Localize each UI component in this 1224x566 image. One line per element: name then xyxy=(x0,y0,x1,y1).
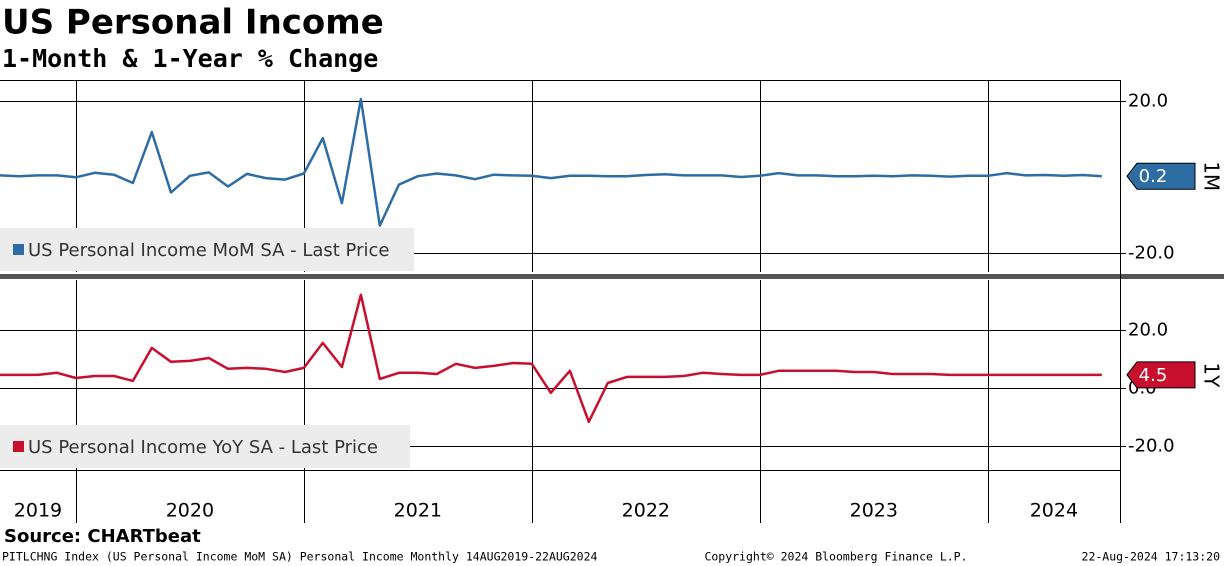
title: US Personal Income xyxy=(2,3,384,43)
panel-label: 1Y xyxy=(1200,362,1224,388)
last-value-label: 4.5 xyxy=(1139,365,1168,386)
y-tick-label: 20.0 xyxy=(1128,91,1168,112)
x-tick-label: 2020 xyxy=(166,500,214,522)
last-value-label: 0.2 xyxy=(1139,166,1168,187)
legend-label: US Personal Income MoM SA - Last Price xyxy=(28,240,389,261)
x-tick-label: 2021 xyxy=(394,500,442,522)
series-line xyxy=(0,97,1102,227)
x-tick-label: 2019 xyxy=(14,500,62,522)
series-line xyxy=(0,293,1102,424)
legend-label: US Personal Income YoY SA - Last Price xyxy=(28,437,378,458)
x-tick-label: 2023 xyxy=(850,500,898,522)
source: Source: CHARTbeat xyxy=(4,526,201,547)
x-tick-label: 2024 xyxy=(1030,500,1078,522)
last-value-tag xyxy=(1126,162,1196,190)
last-value-tag xyxy=(1126,361,1196,389)
subtitle: 1-Month & 1-Year % Change xyxy=(2,44,378,73)
footer-center: Copyright© 2024 Bloomberg Finance L.P. xyxy=(704,550,967,564)
legend-box xyxy=(0,425,410,468)
legend-box xyxy=(0,228,414,271)
panel-label: 1M xyxy=(1200,161,1224,191)
y-tick-label: -20.0 xyxy=(1128,436,1175,457)
legend-swatch xyxy=(13,244,24,255)
y-tick-label: 20.0 xyxy=(1128,320,1168,341)
y-tick-label: -20.0 xyxy=(1128,243,1175,264)
x-tick-label: 2022 xyxy=(622,500,670,522)
legend-swatch xyxy=(13,441,24,452)
footer-left: PITLCHNG Index (US Personal Income MoM S… xyxy=(2,550,598,564)
footer-right: 22-Aug-2024 17:13:20 xyxy=(1082,550,1221,564)
panel-divider xyxy=(0,274,1224,279)
